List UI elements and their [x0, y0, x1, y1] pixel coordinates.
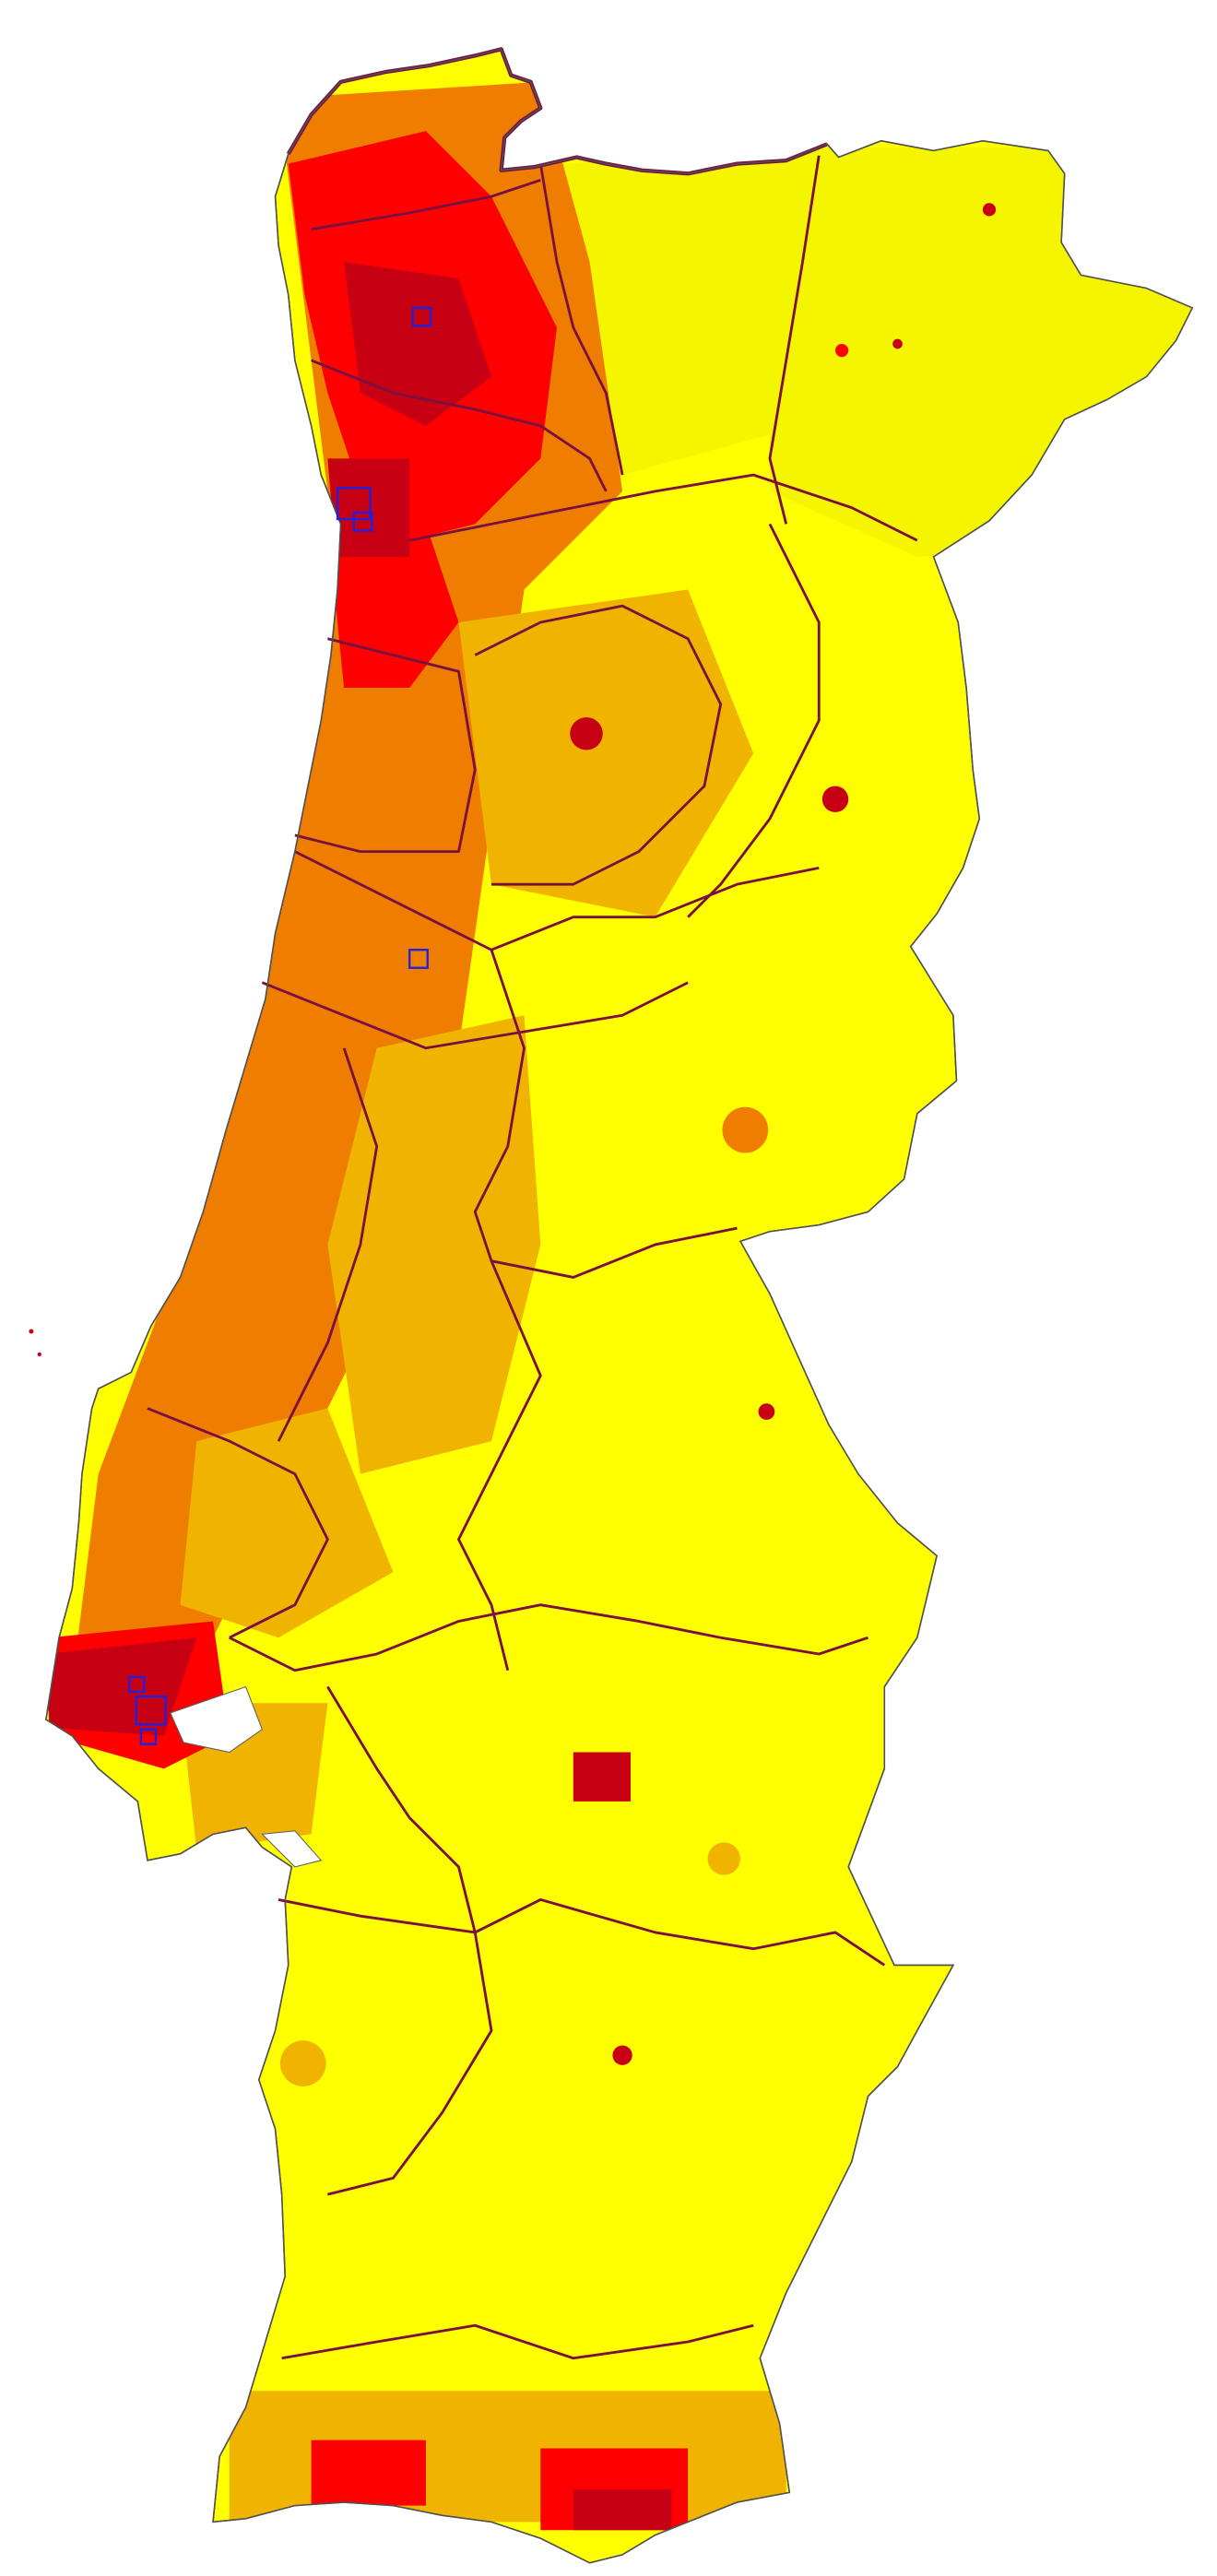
zone-ribatejo-orange: [180, 1408, 394, 1638]
beja-dot: [612, 2045, 632, 2065]
border-guarda-west: [687, 523, 821, 918]
border-evora-beja: [326, 1685, 886, 1967]
zone-alto-douro: [540, 155, 820, 476]
city-highlights: [128, 306, 432, 1745]
border-castelobranco: [473, 949, 738, 1279]
border-coimbra-guarda: [294, 850, 820, 951]
border-lisboa-santarem: [147, 1407, 329, 1639]
border-alentejo-north: [229, 1603, 868, 1672]
castelo-branco-dot: [722, 1106, 769, 1153]
highlight-gaia: [352, 511, 373, 532]
guarda-dot: [821, 786, 849, 813]
beja-area-dot: [707, 1842, 740, 1875]
zone-portimao-red: [311, 2440, 426, 2506]
zone-porto-core: [327, 458, 410, 557]
highlight-braga: [411, 306, 432, 327]
viseu-dot: [570, 716, 603, 750]
highlight-amadora: [128, 1675, 146, 1693]
border-setubal-beja: [278, 1898, 493, 2196]
highlight-coimbra: [408, 949, 429, 969]
portalegre-dot: [758, 1403, 775, 1420]
berlengas-islet: [29, 1329, 34, 1334]
sado-estuary: [261, 1830, 323, 1868]
farilhoes-islet: [37, 1352, 41, 1357]
braganca-dot: [982, 203, 997, 217]
zone-lisbon-core: [45, 1637, 197, 1736]
border-coimbra-south: [261, 981, 689, 1050]
border-leiria-santarem: [277, 1047, 379, 1442]
highlight-lisboa: [135, 1696, 167, 1726]
border-braga-vilareal: [538, 163, 624, 476]
chaves-dot: [835, 344, 849, 358]
border-santarem-portalegre: [457, 1260, 542, 1672]
border-aveiro-viseu: [294, 637, 477, 854]
border-douro: [408, 473, 918, 542]
zone-evora-core: [573, 1752, 631, 1802]
highlight-almada: [139, 1728, 158, 1745]
zone-faro-core: [573, 2488, 672, 2531]
border-viana-braga: [311, 179, 541, 231]
border-braga-porto: [311, 359, 608, 492]
sines-dot: [279, 2040, 326, 2086]
zone-leiria-orange: [327, 1015, 541, 1474]
tagus-estuary: [170, 1685, 263, 1754]
zone-braga-core: [344, 262, 491, 426]
border-beja-faro: [281, 2323, 754, 2360]
zone-viseu-orange: [458, 589, 754, 917]
mirandela-dot: [892, 338, 903, 349]
border-viseu: [474, 604, 723, 886]
border-vilareal-braganca: [768, 155, 821, 525]
